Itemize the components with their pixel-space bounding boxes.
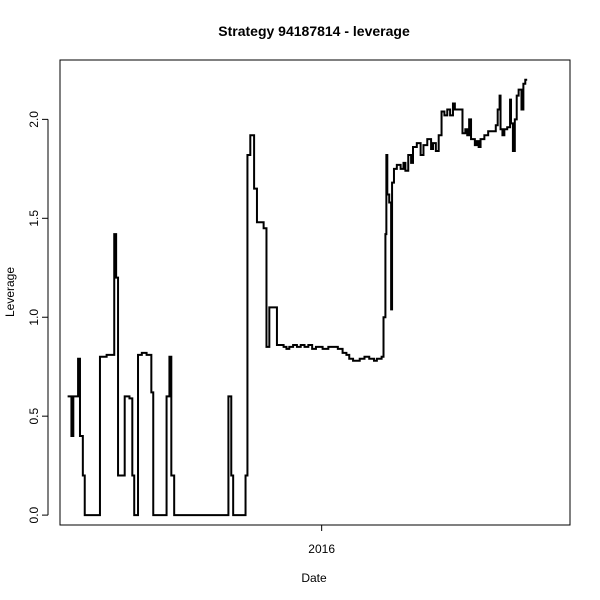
y-tick-label: 1.5 xyxy=(27,210,41,227)
series-line-0 xyxy=(67,78,528,517)
x-axis: 2016 xyxy=(308,525,335,556)
y-tick-label: 0.0 xyxy=(27,506,41,523)
y-tick-label: 1.0 xyxy=(27,309,41,326)
plot-frame xyxy=(59,59,571,526)
x-tick-label: 2016 xyxy=(308,542,335,556)
y-tick-label: 2.0 xyxy=(27,111,41,128)
y-axis-label: Leverage xyxy=(3,267,17,317)
plot-area xyxy=(67,78,528,517)
x-axis-label: Date xyxy=(301,571,327,585)
chart-title: Strategy 94187814 - leverage xyxy=(218,23,410,39)
y-axis: 0.0 0.5 1.0 1.5 2.0 xyxy=(27,111,49,523)
y-tick-label: 0.5 xyxy=(27,408,41,425)
